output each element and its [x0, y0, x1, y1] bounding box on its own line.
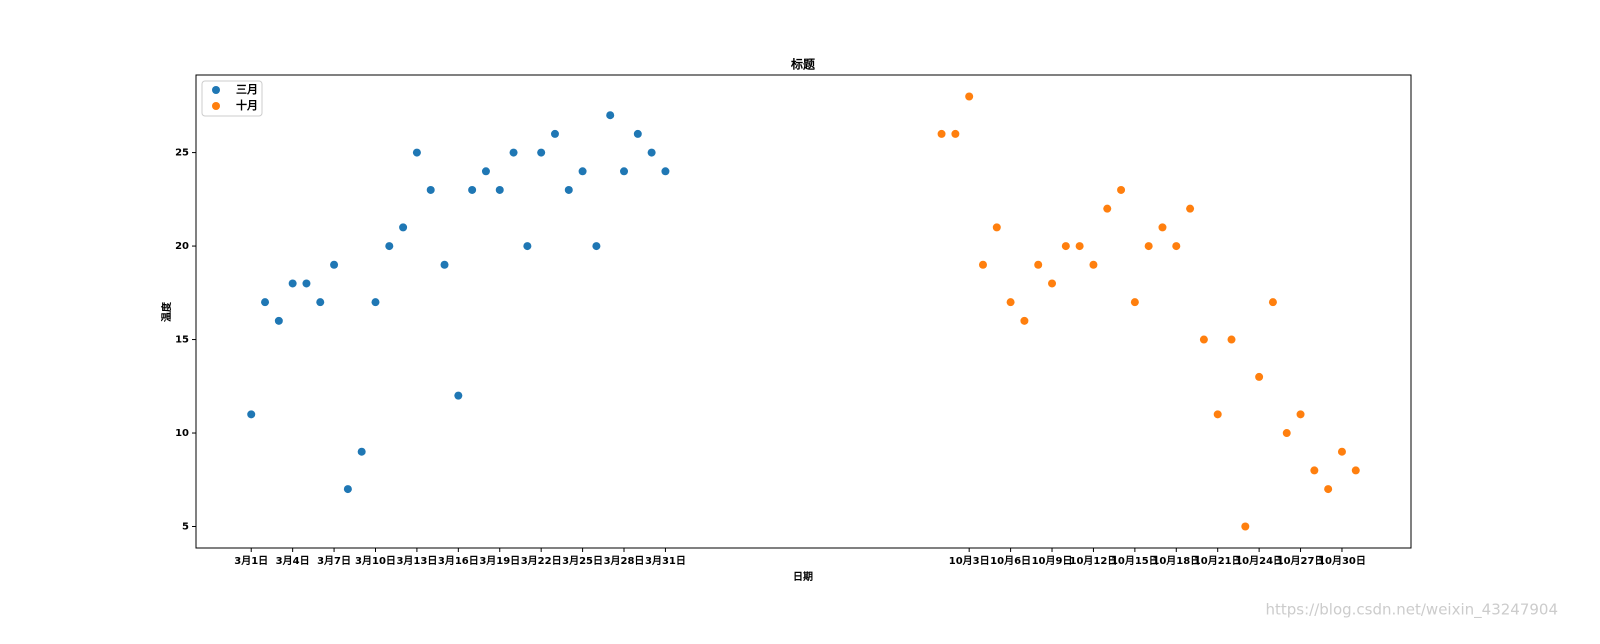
- chart-title: 标题: [790, 57, 816, 72]
- point: [1061, 242, 1070, 251]
- x-tick-label: 10月6日: [990, 555, 1031, 567]
- point: [1296, 410, 1305, 419]
- point: [302, 279, 311, 288]
- point: [247, 410, 256, 419]
- watermark: https://blog.csdn.net/weixin_43247904: [1265, 601, 1558, 620]
- point: [1227, 335, 1236, 344]
- point: [495, 185, 504, 194]
- point: [951, 129, 960, 138]
- point: [343, 485, 352, 494]
- point: [647, 148, 656, 157]
- point: [440, 260, 449, 269]
- point: [481, 167, 490, 176]
- point: [371, 298, 380, 307]
- point: [385, 242, 394, 251]
- x-tick-label: 3月28日: [604, 555, 645, 567]
- point: [578, 167, 587, 176]
- point: [1282, 429, 1291, 438]
- x-tick-label: 3月1日: [234, 555, 268, 567]
- x-tick-label: 10月24日: [1235, 555, 1283, 567]
- point: [564, 185, 573, 194]
- x-tick-label: 10月9日: [1032, 555, 1073, 567]
- point: [1158, 223, 1167, 232]
- point: [965, 92, 974, 101]
- y-tick-label: 10: [175, 428, 189, 439]
- x-tick-label: 3月25日: [562, 555, 603, 567]
- point: [1351, 466, 1360, 475]
- x-tick-label: 3月22日: [521, 555, 562, 567]
- point: [399, 223, 408, 232]
- point: [1310, 466, 1319, 475]
- x-tick-label: 10月15日: [1111, 555, 1159, 567]
- legend-marker: [212, 102, 220, 110]
- y-tick-label: 25: [175, 148, 189, 159]
- point: [468, 185, 477, 194]
- legend-label: 三月: [236, 83, 258, 96]
- point: [1172, 242, 1181, 251]
- point: [592, 242, 601, 251]
- point: [1324, 485, 1333, 494]
- y-tick-label: 15: [175, 335, 189, 346]
- point: [330, 260, 339, 269]
- y-axis-label: 温度: [160, 301, 173, 322]
- x-tick-label: 10月3日: [949, 555, 990, 567]
- x-tick-label: 3月7日: [317, 555, 351, 567]
- x-tick-label: 3月10日: [355, 555, 396, 567]
- point: [1034, 260, 1043, 269]
- point: [978, 260, 987, 269]
- point: [1006, 298, 1015, 307]
- point: [1186, 204, 1195, 213]
- point: [1020, 316, 1029, 325]
- point: [937, 129, 946, 138]
- x-tick-label: 3月4日: [276, 555, 310, 567]
- point: [1241, 522, 1250, 531]
- point: [1213, 410, 1222, 419]
- point: [1268, 298, 1277, 307]
- point: [1255, 372, 1264, 381]
- point: [357, 447, 366, 456]
- x-tick-label: 10月12日: [1070, 555, 1118, 567]
- point: [1144, 242, 1153, 251]
- point: [454, 391, 463, 400]
- point: [1103, 204, 1112, 213]
- point: [620, 167, 629, 176]
- point: [1117, 185, 1126, 194]
- point: [288, 279, 297, 288]
- point: [274, 316, 283, 325]
- point: [633, 129, 642, 138]
- point: [1075, 242, 1084, 251]
- y-tick-label: 20: [175, 241, 189, 252]
- plot-frame: [195, 74, 1412, 549]
- point: [550, 129, 559, 138]
- legend-label: 十月: [236, 98, 258, 112]
- point: [261, 298, 270, 307]
- x-tick-label: 3月13日: [396, 555, 437, 567]
- point: [426, 185, 435, 194]
- point: [1089, 260, 1098, 269]
- x-axis-label: 日期: [793, 570, 813, 583]
- x-tick-label: 3月19日: [479, 555, 520, 567]
- point: [412, 148, 421, 157]
- x-tick-label: 10月27日: [1277, 555, 1325, 567]
- point: [1048, 279, 1057, 288]
- point: [661, 167, 670, 176]
- x-tick-label: 3月31日: [645, 555, 686, 567]
- point: [1130, 298, 1139, 307]
- point: [523, 242, 532, 251]
- point: [537, 148, 546, 157]
- point: [606, 111, 615, 120]
- legend-marker: [212, 86, 220, 94]
- y-tick-label: 5: [182, 522, 189, 533]
- x-tick-label: 10月21日: [1194, 555, 1242, 567]
- point: [316, 298, 325, 307]
- point: [509, 148, 518, 157]
- point: [1337, 447, 1346, 456]
- x-tick-label: 10月30日: [1318, 555, 1366, 567]
- point: [992, 223, 1001, 232]
- x-tick-label: 10月18日: [1152, 555, 1200, 567]
- point: [1199, 335, 1208, 344]
- x-tick-label: 3月16日: [438, 555, 479, 567]
